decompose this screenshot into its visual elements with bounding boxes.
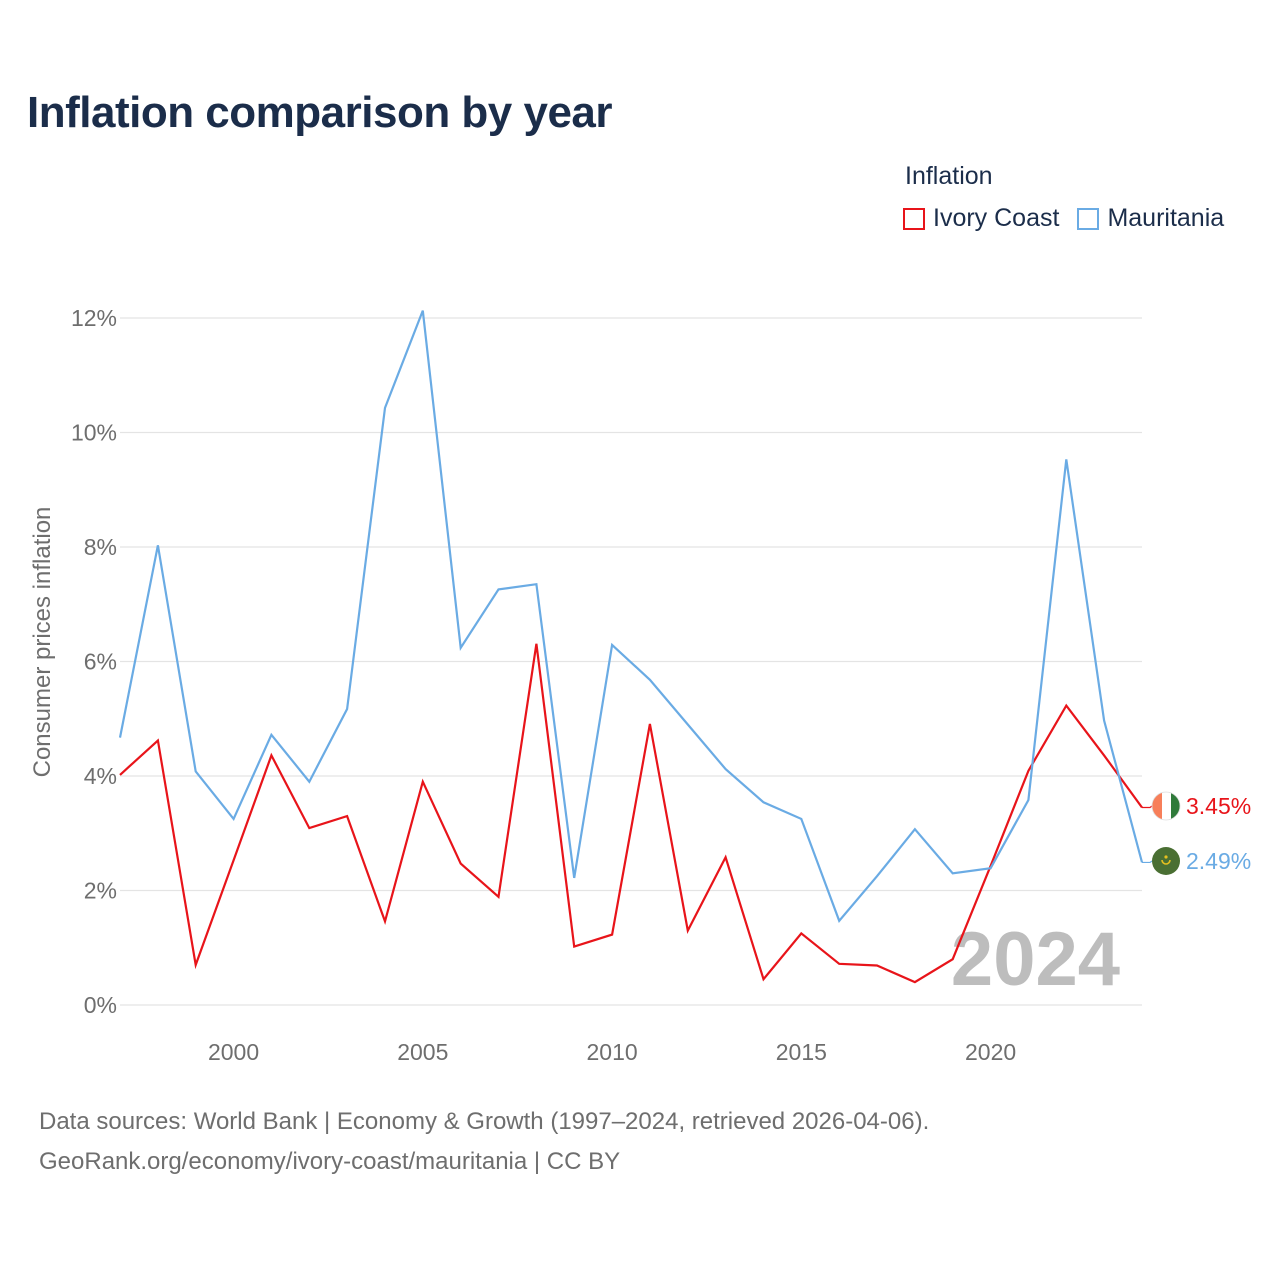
source-url: GeoRank.org/economy/ivory-coast/mauritan…	[39, 1148, 621, 1175]
chart-title: Inflation comparison by year	[27, 88, 613, 137]
end-connector-mauritania	[1142, 860, 1153, 864]
end-label-mauritania: 2.49%	[1186, 848, 1251, 874]
legend-item-mauritania[interactable]: Mauritania	[1077, 204, 1224, 233]
data-point-ivory-coast[interactable]	[647, 721, 653, 727]
series-end-labels: 3.45% 2.49%	[1142, 791, 1251, 875]
legend-label-ivory-coast: Ivory Coast	[933, 204, 1060, 232]
x-tick-label: 2020	[965, 1039, 1016, 1065]
data-point-mauritania[interactable]	[458, 645, 464, 651]
data-point-ivory-coast[interactable]	[458, 861, 464, 867]
data-point-mauritania[interactable]	[647, 677, 653, 683]
legend-swatch-ivory-coast	[903, 207, 925, 230]
data-point-ivory-coast[interactable]	[193, 962, 199, 968]
data-point-mauritania[interactable]	[609, 642, 615, 648]
line-chart: Consumer prices inflation 0% 2% 4% 6% 8% 10% 1…	[29, 305, 1251, 1065]
legend-label-mauritania: Mauritania	[1107, 204, 1225, 232]
data-point-mauritania[interactable]	[117, 735, 123, 741]
data-point-ivory-coast[interactable]	[950, 956, 956, 962]
data-point-ivory-coast[interactable]	[571, 944, 577, 950]
end-connector-ivory-coast	[1142, 805, 1153, 809]
x-tick-label: 2005	[397, 1039, 448, 1065]
year-watermark: 2024	[951, 917, 1120, 1002]
data-point-mauritania[interactable]	[1025, 797, 1031, 803]
x-tick-label: 2000	[208, 1039, 259, 1065]
data-point-ivory-coast[interactable]	[420, 779, 426, 785]
data-point-mauritania[interactable]	[382, 405, 388, 411]
y-tick-label: 12%	[71, 305, 117, 331]
flag-star	[1164, 855, 1168, 859]
legend: Ivory Coast Mauritania	[903, 204, 1242, 233]
data-point-ivory-coast[interactable]	[760, 976, 766, 982]
y-tick-label: 6%	[84, 649, 117, 675]
mauritania-flag-icon	[1152, 847, 1180, 875]
data-point-mauritania[interactable]	[155, 542, 161, 548]
source-line: Data sources: World Bank | Economy & Gro…	[39, 1108, 930, 1135]
data-point-ivory-coast[interactable]	[685, 928, 691, 934]
y-tick-label: 4%	[84, 763, 117, 789]
data-point-ivory-coast[interactable]	[268, 752, 274, 758]
data-point-mauritania[interactable]	[760, 799, 766, 805]
data-point-ivory-coast[interactable]	[609, 932, 615, 938]
series-lines	[117, 308, 1144, 985]
data-point-ivory-coast[interactable]	[117, 772, 123, 778]
data-point-ivory-coast[interactable]	[912, 979, 918, 985]
data-point-ivory-coast[interactable]	[1063, 703, 1069, 709]
data-point-ivory-coast[interactable]	[155, 738, 161, 744]
series-line-ivory-coast[interactable]	[119, 643, 1143, 984]
data-point-mauritania[interactable]	[723, 766, 729, 772]
data-point-mauritania[interactable]	[268, 732, 274, 738]
flag-stripe-orange	[1152, 792, 1162, 820]
data-point-mauritania[interactable]	[836, 918, 842, 924]
y-tick-label: 0%	[84, 992, 117, 1018]
data-point-mauritania[interactable]	[344, 706, 350, 712]
data-point-ivory-coast[interactable]	[1101, 752, 1107, 758]
data-point-mauritania[interactable]	[533, 581, 539, 587]
data-point-mauritania[interactable]	[798, 816, 804, 822]
data-point-ivory-coast[interactable]	[533, 641, 539, 647]
data-point-mauritania[interactable]	[231, 816, 237, 822]
legend-title: Inflation	[905, 162, 993, 190]
flag-stripe-green	[1171, 792, 1180, 820]
legend-swatch-mauritania	[1077, 207, 1100, 230]
data-point-mauritania[interactable]	[193, 768, 199, 774]
data-point-ivory-coast[interactable]	[836, 961, 842, 967]
data-point-mauritania[interactable]	[950, 870, 956, 876]
x-axis-ticks: 2000 2005 2010 2015 2020	[208, 1039, 1016, 1065]
end-label-ivory-coast: 3.45%	[1186, 793, 1251, 819]
ivory-coast-flag-icon	[1152, 792, 1180, 820]
data-point-mauritania[interactable]	[1063, 456, 1069, 462]
data-point-mauritania[interactable]	[496, 586, 502, 592]
data-point-ivory-coast[interactable]	[382, 918, 388, 924]
data-point-mauritania[interactable]	[988, 865, 994, 871]
flag-outline	[1151, 791, 1181, 821]
data-point-mauritania[interactable]	[306, 779, 312, 785]
data-point-mauritania[interactable]	[571, 875, 577, 881]
data-point-ivory-coast[interactable]	[306, 825, 312, 831]
data-point-ivory-coast[interactable]	[344, 813, 350, 819]
flag-stripe-white	[1162, 792, 1171, 820]
data-point-mauritania[interactable]	[874, 873, 880, 879]
data-point-mauritania[interactable]	[912, 826, 918, 832]
y-axis-label: Consumer prices inflation	[29, 507, 56, 778]
data-point-ivory-coast[interactable]	[231, 857, 237, 863]
y-tick-label: 2%	[84, 878, 117, 904]
y-axis-ticks: 0% 2% 4% 6% 8% 10% 12%	[71, 305, 117, 1018]
data-point-mauritania[interactable]	[420, 308, 426, 314]
legend-item-ivory-coast[interactable]: Ivory Coast	[903, 204, 1059, 233]
y-tick-label: 10%	[71, 420, 117, 446]
data-point-ivory-coast[interactable]	[723, 854, 729, 860]
series-line-mauritania[interactable]	[118, 310, 1144, 923]
data-point-ivory-coast[interactable]	[496, 894, 502, 900]
data-point-mauritania[interactable]	[685, 721, 691, 727]
x-tick-label: 2010	[586, 1039, 637, 1065]
flag-crescent	[1161, 859, 1171, 865]
data-point-mauritania[interactable]	[1101, 717, 1107, 723]
data-point-ivory-coast[interactable]	[874, 962, 880, 968]
x-tick-label: 2015	[776, 1039, 827, 1065]
y-tick-label: 8%	[84, 534, 117, 560]
data-point-ivory-coast[interactable]	[798, 930, 804, 936]
